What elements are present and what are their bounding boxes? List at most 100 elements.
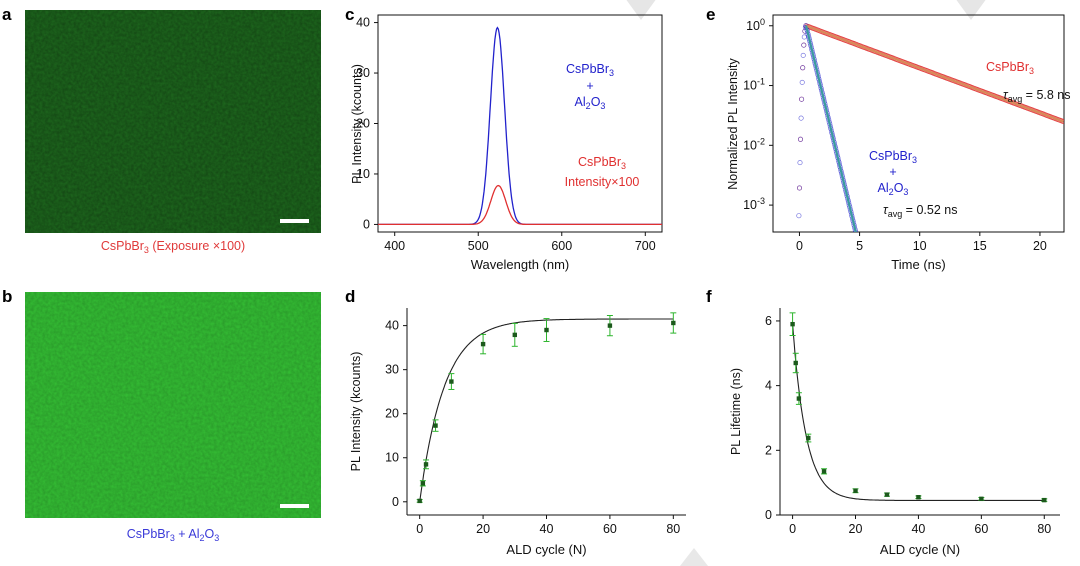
annotation-blue-1: CsPbBr3 <box>869 149 917 165</box>
data-point <box>799 96 805 102</box>
y-tick-label: 10-2 <box>743 136 765 152</box>
annotation-part: O <box>591 95 601 109</box>
chart-d-intensity-vs-cycle: 0 20 40 60 80 0 10 20 30 40 ALD cycle (N) PL Intens… <box>349 308 686 557</box>
data-point <box>449 379 454 384</box>
fit-line-red <box>805 24 1064 123</box>
annotation-part: 3 <box>609 68 614 78</box>
y-tick-label: 100 <box>746 17 765 33</box>
data-point <box>855 231 858 232</box>
spectrum-line <box>378 184 662 226</box>
y-tick-label: 30 <box>385 363 399 377</box>
annotation-part: avg <box>888 209 903 219</box>
x-tick-label: 600 <box>551 239 572 253</box>
y-tick-label: 10 <box>356 167 370 181</box>
spectrum-line <box>378 26 662 226</box>
annotation-part: Al <box>878 181 889 195</box>
annotation-part: τ <box>883 203 889 217</box>
tick-base: 10 <box>746 19 760 33</box>
panel-letter-a: a <box>2 5 12 24</box>
annotation-part: CsPbBr <box>578 155 621 169</box>
data-point <box>544 327 549 333</box>
x-tick-label: 20 <box>849 522 863 536</box>
x-tick-label: 15 <box>973 239 987 253</box>
annotation-red-label: CsPbBr3 <box>986 60 1034 76</box>
watermark-triangle <box>680 548 708 566</box>
data-point <box>801 34 807 40</box>
annotation-red-tau: τavg = 5.8 ns <box>1003 88 1071 104</box>
tick-base: 10 <box>743 198 757 212</box>
y-tick-label: 10 <box>385 451 399 465</box>
x-tick-label: 500 <box>468 239 489 253</box>
x-tick-label: 10 <box>913 239 927 253</box>
annotation-part: CsPbBr <box>566 62 609 76</box>
x-axis-label: Time (ns) <box>891 257 945 272</box>
x-tick-label: 400 <box>384 239 405 253</box>
tick-exp: -2 <box>757 136 765 146</box>
panel-letter-c: c <box>345 5 354 24</box>
panel-letter-b: b <box>2 287 12 306</box>
x-tick-label: 0 <box>416 522 423 536</box>
y-axis-label: PL Lifetime (ns) <box>729 368 743 455</box>
data-point <box>800 65 806 71</box>
image-noise-a <box>25 10 321 233</box>
y-tick-label: 0 <box>392 495 399 509</box>
x-tick-label: 40 <box>540 522 554 536</box>
annotation-part: avg <box>1008 94 1023 104</box>
x-tick-label: 20 <box>1033 239 1047 253</box>
annotation-part: Al <box>575 95 586 109</box>
panel-letter-e: e <box>706 5 715 24</box>
caption-b: CsPbBr3 + Al2O3 <box>127 527 220 543</box>
annotation-blue-2: + <box>586 79 593 93</box>
decay-data <box>796 23 1064 232</box>
annotation-part: 3 <box>600 101 605 111</box>
y-axis-label: PL Intensity (kcounts) <box>349 352 363 472</box>
data-point <box>916 495 921 500</box>
scale-bar-a <box>280 219 309 223</box>
y-tick-label: 4 <box>765 379 772 393</box>
tick-exp: -1 <box>757 77 765 87</box>
fit-curve <box>792 324 1045 501</box>
x-tick-label: 0 <box>796 239 803 253</box>
y-axis-label: PL Intensity (kcounts) <box>350 64 364 184</box>
data-point <box>798 115 804 121</box>
plot-frame <box>377 14 663 233</box>
data-point <box>821 469 827 474</box>
tick-base: 10 <box>743 138 757 152</box>
annotation-part: 2 <box>586 101 591 111</box>
x-tick-label: 60 <box>974 522 988 536</box>
plot-frame <box>772 14 1065 233</box>
y-tick-label: 30 <box>356 66 370 80</box>
panel-letter-d: d <box>345 287 355 306</box>
fit-curve <box>419 318 674 502</box>
data-point <box>420 481 426 486</box>
annotation-blue-3: Al2O3 <box>878 181 909 197</box>
data-point <box>797 136 803 142</box>
image-noise-b <box>25 292 321 518</box>
annotation-part: 2 <box>889 187 894 197</box>
data-point <box>480 341 486 347</box>
data-point <box>512 332 517 338</box>
x-tick-label: 20 <box>476 522 490 536</box>
data-point <box>799 79 805 85</box>
x-tick-label: 80 <box>1037 522 1051 536</box>
x-tick-label: 40 <box>911 522 925 536</box>
y-tick-label: 10-3 <box>743 196 765 212</box>
data-point <box>806 435 811 441</box>
x-tick-label: 80 <box>666 522 680 536</box>
annotation-part: 3 <box>621 161 626 171</box>
annotation-blue-tau: τavg = 0.52 ns <box>883 203 957 219</box>
annotation-part: = 5.8 ns <box>1022 88 1070 102</box>
x-axis-label: ALD cycle (N) <box>880 542 960 557</box>
data-point <box>793 360 798 366</box>
y-tick-label: 10-1 <box>743 77 765 93</box>
x-tick-label: 5 <box>856 239 863 253</box>
panel-letter-f: f <box>706 287 712 306</box>
y-tick-label: 20 <box>356 117 370 131</box>
annotation-part: CsPbBr <box>986 60 1029 74</box>
tick-exp: 0 <box>760 17 765 27</box>
data-point <box>1042 497 1047 503</box>
annotation-part: CsPbBr <box>869 149 912 163</box>
data-point <box>607 323 613 328</box>
tick-base: 10 <box>743 79 757 93</box>
